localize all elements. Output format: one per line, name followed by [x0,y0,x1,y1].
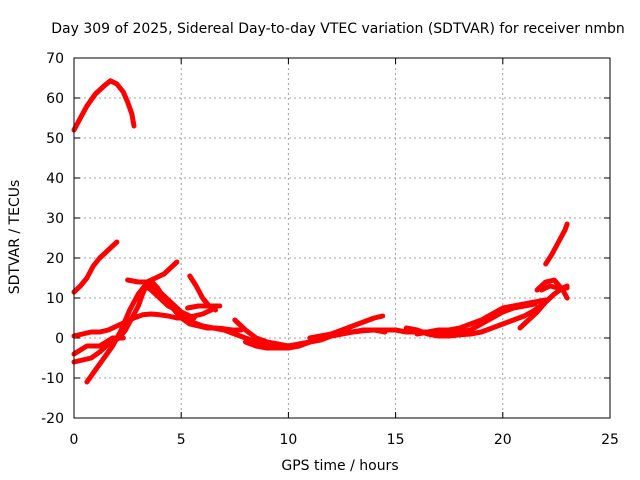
x-axis-label: GPS time / hours [281,458,398,474]
series-line-sat-n [403,299,549,339]
grid [74,58,610,418]
x-tick-label: 15 [387,432,405,448]
axis-ticks: 0 5 10 15 20 25 -20 -10 0 10 20 30 40 50 60 70 [41,51,619,448]
series-line-sat-f [125,259,180,285]
y-axis-label: SDTVAR / TECUs [7,180,23,295]
series-line-sat-t [543,221,570,267]
series-line-sat-j [187,273,218,313]
series-line-sat-l [243,313,386,351]
series-line-sat-g [146,281,291,349]
chart-title: Day 309 of 2025, Sidereal Day-to-day VTE… [51,21,625,37]
y-tick-label: 70 [46,51,64,67]
y-tick-label: 0 [55,331,64,347]
plot-frame [73,57,611,419]
y-tick-label: 40 [46,171,64,187]
x-tick-label: 25 [601,432,619,448]
y-tick-label: 60 [46,91,64,107]
series-line-sat-b [71,239,120,295]
series-line-sat-r [534,277,570,301]
series-layer [71,78,570,385]
y-tick-label: 10 [46,291,64,307]
series-line-sat-p [468,301,538,333]
y-tick-label: 30 [46,211,64,227]
series-line-sat-a [71,78,137,133]
x-tick-label: 0 [70,432,79,448]
y-tick-label: -10 [41,371,64,387]
x-tick-label: 10 [279,432,297,448]
series-line-sat-h [71,307,214,339]
series-line-sat-i [185,303,223,311]
y-tick-label: 50 [46,131,64,147]
series-line-sat-s [538,283,570,293]
x-tick-label: 20 [494,432,512,448]
series-line-sat-m [307,327,474,341]
y-tick-label: -20 [41,411,64,427]
x-tick-label: 5 [177,432,186,448]
y-tick-label: 20 [46,251,64,267]
